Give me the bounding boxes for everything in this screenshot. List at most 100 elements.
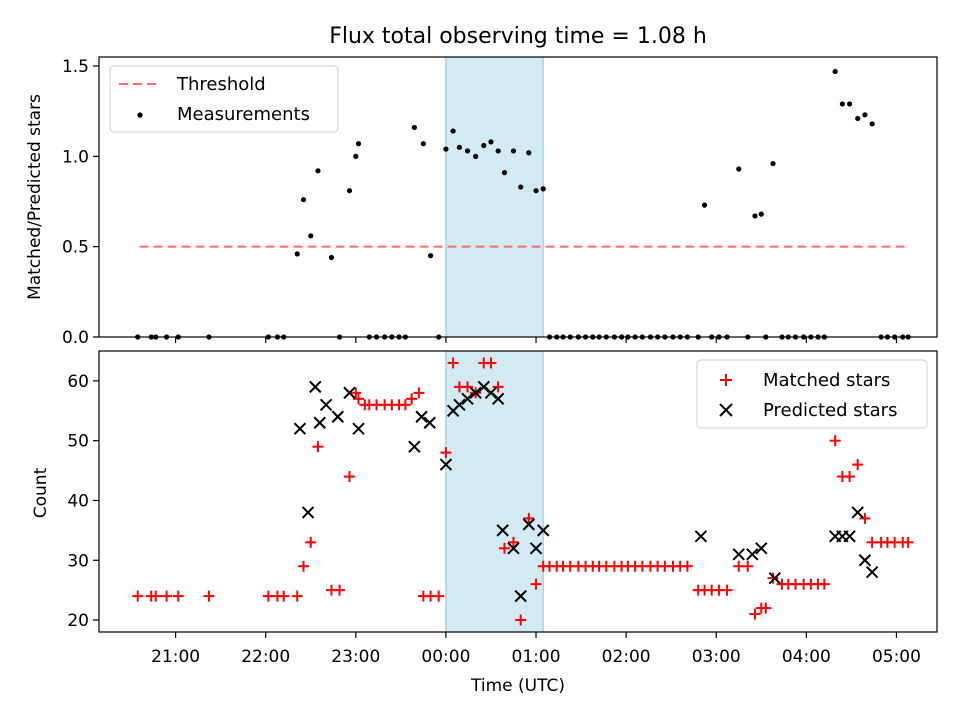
measurement-point: [752, 213, 758, 219]
matched-star-point: [492, 381, 504, 393]
predicted-star-point: [469, 386, 482, 400]
predicted-star-point: [461, 392, 474, 406]
count-y-tick-label: 40: [67, 491, 89, 511]
measurement-point: [839, 101, 845, 107]
predicted-star-point: [293, 422, 307, 435]
predicted-star-point: [313, 416, 326, 429]
x-tick-label: 22:00: [241, 647, 290, 667]
matched-star-point: [413, 387, 425, 399]
matched-star-point: [760, 602, 772, 614]
measurement-point: [411, 124, 417, 131]
measurement-point: [736, 166, 742, 172]
count-points: [132, 357, 914, 626]
predicted-star-point: [537, 524, 550, 537]
x-tick-label: 03:00: [692, 647, 741, 667]
matched-star-point: [399, 399, 411, 411]
x-tick-label: 01:00: [512, 647, 561, 667]
measurement-point: [353, 153, 359, 159]
ratio-legend-box: [109, 65, 339, 133]
ratio-y-tick-label: 0.0: [62, 328, 89, 348]
matched-star-point: [681, 560, 693, 572]
x-tick-label: 04:00: [782, 647, 831, 667]
predicted-star-point: [408, 440, 421, 453]
count-y-axis-label: Count: [31, 467, 51, 518]
ratio-x-ticks: [174, 337, 898, 343]
ratio-y-tick-label: 1.5: [62, 57, 89, 77]
predicted-star-point: [496, 524, 509, 537]
count-y-tick-label: 50: [67, 432, 89, 452]
matched-star-point: [150, 590, 162, 602]
ratio-y-ticks: 0.0 0.5 1.0 1.5: [62, 57, 99, 348]
predicted-star-point: [343, 386, 356, 400]
measurement-point: [518, 184, 524, 190]
matched-star-point: [440, 447, 452, 459]
legend-measurements-swatch: [137, 112, 143, 118]
matched-star-point: [343, 471, 355, 483]
x-axis-label: Time (UTC): [470, 676, 565, 696]
predicted-star-point: [301, 506, 315, 519]
count-y-tick-label: 30: [67, 551, 89, 571]
count-y-tick-label: 20: [67, 611, 89, 631]
predicted-star-point: [331, 410, 344, 423]
measurement-point: [308, 233, 314, 239]
matched-star-point: [305, 536, 317, 548]
legend-matched-label: Matched stars: [763, 370, 890, 391]
legend-predicted-swatch: [719, 403, 733, 417]
measurement-point: [464, 148, 471, 154]
matched-star-point: [507, 536, 519, 548]
matched-star-point: [859, 512, 871, 524]
count-plot-frame: [98, 350, 938, 633]
matched-star-point: [523, 512, 535, 524]
measurement-point: [346, 188, 353, 194]
matched-star-point: [433, 590, 445, 602]
measurement-point: [533, 188, 539, 194]
measurement-point: [855, 115, 861, 122]
matched-star-point: [742, 560, 754, 572]
matched-star-point: [353, 393, 365, 405]
measurement-point: [869, 121, 875, 127]
count-legend: Matched stars Predicted stars: [696, 359, 928, 429]
count-legend-box: [696, 359, 928, 429]
measurement-point: [846, 101, 853, 107]
predicted-star-point: [439, 458, 453, 471]
measurement-point: [540, 186, 546, 192]
x-tick-label: 21:00: [151, 647, 200, 667]
x-tick-label: 00:00: [421, 647, 470, 667]
measurement-point: [443, 146, 449, 152]
measurement-point: [701, 202, 708, 208]
measurement-point: [526, 150, 532, 156]
predicted-star-point: [755, 542, 768, 555]
matched-star-point: [462, 381, 474, 393]
matched-star-point: [447, 357, 459, 369]
measurement-point: [481, 142, 487, 149]
measurement-point: [328, 254, 335, 261]
predicted-star-point: [851, 506, 864, 519]
measurement-point: [501, 170, 508, 176]
predicted-star-point: [453, 398, 466, 412]
predicted-star-point: [529, 542, 543, 555]
matched-star-point: [818, 578, 830, 590]
ratio-shaded-span: [445, 56, 544, 338]
matched-star-point: [406, 393, 418, 405]
predicted-star-point: [415, 410, 428, 423]
legend-matched-swatch: [720, 374, 732, 386]
predicted-star-point: [858, 554, 872, 567]
predicted-star-point: [423, 416, 436, 429]
count-y-ticks: 20 30 40 50 60: [67, 372, 99, 631]
count-y-tick-label: 60: [67, 372, 89, 392]
matched-star-point: [132, 590, 144, 602]
measurement-point: [450, 128, 456, 134]
measurement-point: [770, 160, 776, 167]
measurement-point: [758, 211, 764, 217]
matched-star-point: [902, 536, 914, 548]
matched-star-point: [172, 590, 184, 602]
ratio-y-axis-label: Matched/Predicted stars: [25, 94, 45, 300]
measurement-point: [510, 148, 517, 154]
measurement-point: [488, 139, 494, 145]
measurement-point: [427, 253, 434, 259]
x-tick-label: 02:00: [602, 647, 651, 667]
legend-predicted-label: Predicted stars: [763, 400, 897, 421]
predicted-star-point: [694, 530, 708, 543]
count-panel: 20 30 40 50 60 21:00 22:00 23:00 00:00 01:00 02:0…: [31, 350, 938, 696]
